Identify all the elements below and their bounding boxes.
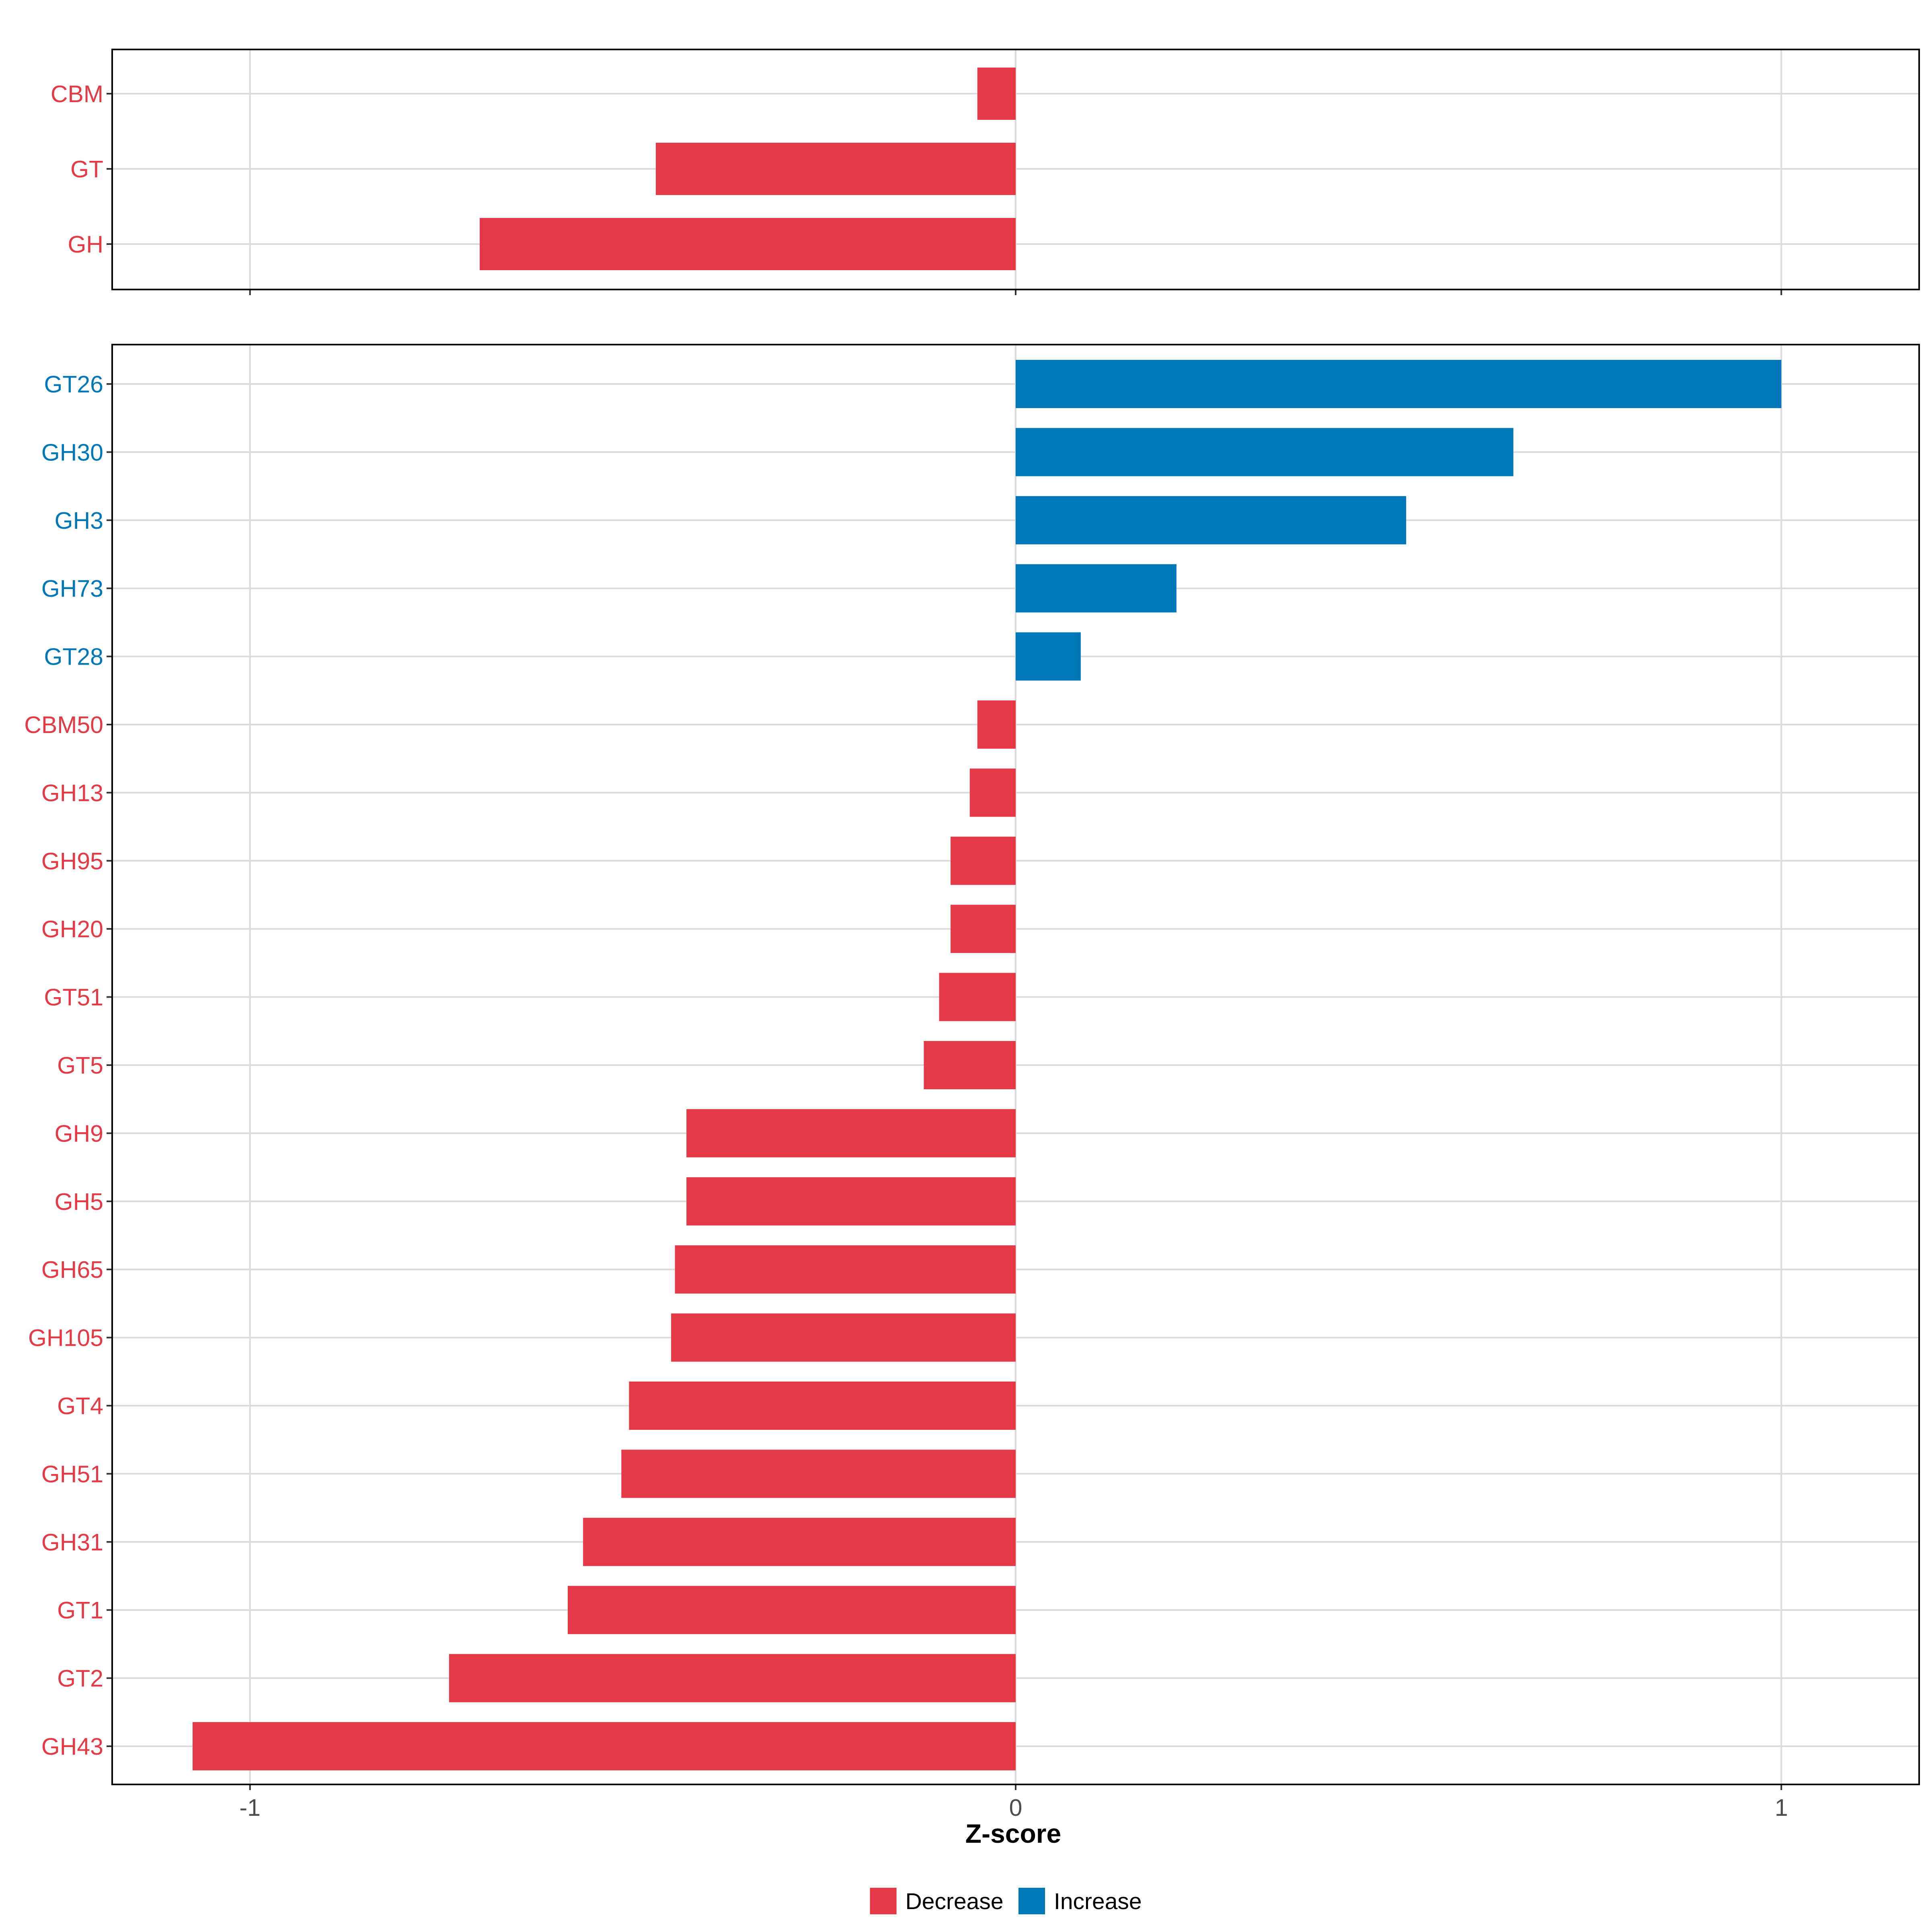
top-bar-gh (480, 218, 1016, 270)
bottom-category-label-gh105: GH105 (28, 1325, 103, 1351)
legend-label-decrease: Decrease (905, 1889, 1004, 1914)
bottom-bar-gh9 (686, 1109, 1016, 1158)
bottom-bar-gh31 (583, 1517, 1016, 1566)
bottom-xtick-label-1: 0 (1009, 1794, 1022, 1821)
bottom-bar-gt26 (1016, 360, 1782, 408)
bottom-category-label-gt51: GT51 (44, 984, 103, 1011)
top-category-label-gt: GT (70, 156, 103, 183)
top-panel: CBM GT GH (51, 49, 1920, 295)
x-axis-title: Z-score (965, 1819, 1061, 1848)
bottom-category-label-gh13: GH13 (41, 780, 103, 806)
bottom-category-label-gh3: GH3 (55, 507, 103, 534)
top-category-label-cbm: CBM (51, 81, 103, 107)
bottom-category-label-gt26: GT26 (44, 371, 103, 398)
bottom-bar-gh5 (686, 1177, 1016, 1226)
bottom-category-label-gt1: GT1 (57, 1597, 103, 1624)
bottom-category-label-gt5: GT5 (57, 1052, 103, 1079)
bottom-category-label-gh20: GH20 (41, 916, 103, 942)
top-bar-gt (656, 143, 1016, 195)
bottom-bar-cbm50 (977, 700, 1016, 749)
bottom-bar-gh105 (671, 1313, 1016, 1362)
bottom-category-label-gh5: GH5 (55, 1189, 103, 1215)
bottom-bar-gh20 (951, 905, 1016, 953)
bottom-bar-gh30 (1016, 428, 1513, 476)
bottom-category-label-gh9: GH9 (55, 1120, 103, 1147)
bottom-bar-gt4 (629, 1382, 1016, 1430)
bottom-category-label-gt2: GT2 (57, 1665, 103, 1692)
bottom-bar-gt5 (924, 1041, 1016, 1089)
bottom-bar-gh73 (1016, 564, 1176, 613)
legend-label-increase: Increase (1054, 1889, 1142, 1914)
bottom-category-label-gh65: GH65 (41, 1257, 103, 1283)
bottom-bar-gt1 (568, 1586, 1016, 1634)
bottom-panel: GT26GH30GH3GH73GT28CBM50GH13GH95GH20GT51… (24, 344, 1920, 1821)
bottom-xtick-label-2: 1 (1775, 1794, 1788, 1821)
bottom-category-label-gh73: GH73 (41, 575, 103, 602)
top-category-label-gh: GH (68, 231, 104, 258)
bottom-bar-gh51 (621, 1450, 1016, 1498)
bottom-category-label-gh30: GH30 (41, 439, 103, 466)
bottom-bar-gt51 (939, 973, 1016, 1021)
bottom-category-label-gh43: GH43 (41, 1733, 103, 1760)
bottom-bar-gh3 (1016, 496, 1406, 544)
bottom-bar-gh43 (192, 1722, 1016, 1770)
top-panel-frame (111, 49, 1920, 290)
bottom-bar-gh13 (969, 768, 1016, 817)
bottom-xtick-label-0: -1 (240, 1794, 261, 1821)
top-bar-cbm (977, 68, 1016, 120)
bottom-category-label-gh51: GH51 (41, 1461, 103, 1487)
bottom-category-label-gh31: GH31 (41, 1529, 103, 1556)
bottom-category-label-gt28: GT28 (44, 644, 103, 670)
bottom-bar-gt28 (1016, 632, 1081, 681)
bottom-bar-gh65 (675, 1245, 1016, 1294)
bottom-category-label-cbm50: CBM50 (24, 712, 103, 738)
legend-swatch-decrease (870, 1888, 897, 1914)
legend: Decrease Increase (870, 1888, 1142, 1914)
bottom-category-label-gh95: GH95 (41, 848, 103, 875)
bottom-panel-frame (111, 344, 1920, 1785)
legend-swatch-increase (1018, 1888, 1045, 1914)
bottom-category-label-gt4: GT4 (57, 1393, 103, 1419)
bottom-bar-gt2 (449, 1654, 1016, 1702)
bottom-bar-gh95 (951, 836, 1016, 885)
